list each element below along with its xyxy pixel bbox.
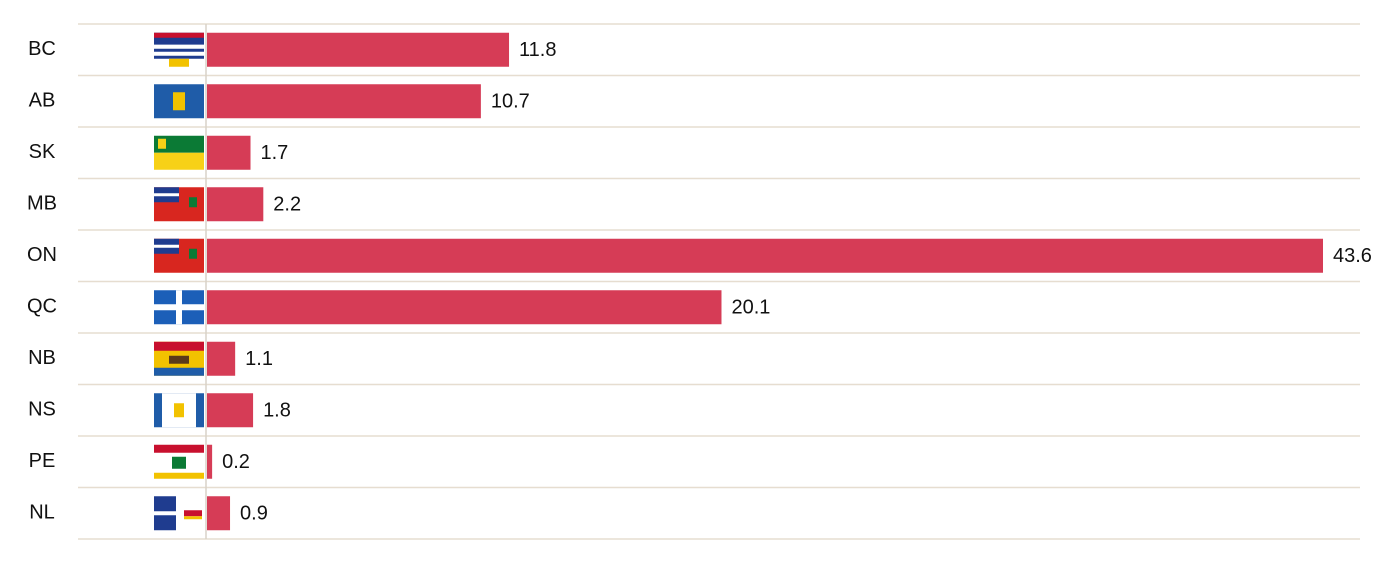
- bar: [207, 444, 213, 479]
- category-label: QC: [27, 296, 57, 318]
- flag-part: [154, 32, 204, 38]
- value-label: 10.7: [491, 91, 530, 113]
- flag-part: [184, 516, 202, 520]
- flag-icon: [154, 393, 204, 428]
- flag-part: [158, 138, 166, 149]
- flag-part: [174, 403, 184, 418]
- flag-part: [154, 55, 204, 59]
- flag-icon: [154, 290, 204, 325]
- bar: [207, 32, 510, 67]
- flag-part: [154, 341, 204, 351]
- flag-part: [184, 510, 202, 517]
- flag-icon: [154, 84, 204, 119]
- category-label: AB: [29, 90, 56, 112]
- flag-icon: [154, 135, 204, 170]
- category-label: NL: [29, 502, 55, 524]
- flag-part: [154, 135, 204, 153]
- flag-part: [173, 92, 185, 111]
- value-label: 2.2: [273, 194, 301, 216]
- value-label: 0.2: [222, 451, 250, 473]
- category-label: BC: [28, 38, 56, 60]
- flag-part: [169, 355, 189, 364]
- flag-part: [189, 248, 197, 259]
- flag-icon: [154, 187, 204, 222]
- value-label: 20.1: [731, 297, 770, 319]
- flag-part: [154, 244, 179, 248]
- value-label: 0.9: [240, 503, 268, 525]
- flag-part: [154, 472, 204, 479]
- flag-part: [154, 444, 204, 453]
- flag-part: [154, 48, 204, 52]
- value-label: 1.8: [263, 400, 291, 422]
- bar: [207, 496, 231, 531]
- flag-icon: [154, 341, 204, 376]
- bar: [207, 238, 1323, 273]
- category-label: PE: [29, 450, 56, 472]
- flag-part: [154, 367, 204, 376]
- bar: [207, 341, 236, 376]
- value-label: 1.1: [245, 348, 273, 370]
- flag-part: [154, 193, 179, 197]
- category-label: NB: [28, 347, 56, 369]
- flag-icon: [154, 32, 204, 67]
- flag-part: [154, 511, 176, 516]
- bar: [207, 393, 254, 428]
- flag-part: [169, 58, 189, 67]
- category-label: MB: [27, 193, 57, 215]
- flag-part: [189, 197, 197, 208]
- flag-icon: [154, 444, 204, 479]
- value-label: 43.6: [1333, 245, 1372, 267]
- flag-part: [154, 152, 204, 170]
- bar: [207, 135, 251, 170]
- flag-part: [154, 304, 204, 311]
- bar: [207, 187, 264, 222]
- value-label: 1.7: [261, 142, 289, 164]
- category-label: NS: [28, 399, 56, 421]
- bar: [207, 290, 722, 325]
- value-label: 11.8: [519, 39, 556, 61]
- flag-icon: [154, 496, 204, 531]
- bar: [207, 84, 481, 119]
- category-label: SK: [29, 141, 56, 163]
- flag-icon: [154, 238, 204, 273]
- flag-part: [172, 456, 186, 469]
- category-label: ON: [27, 244, 57, 266]
